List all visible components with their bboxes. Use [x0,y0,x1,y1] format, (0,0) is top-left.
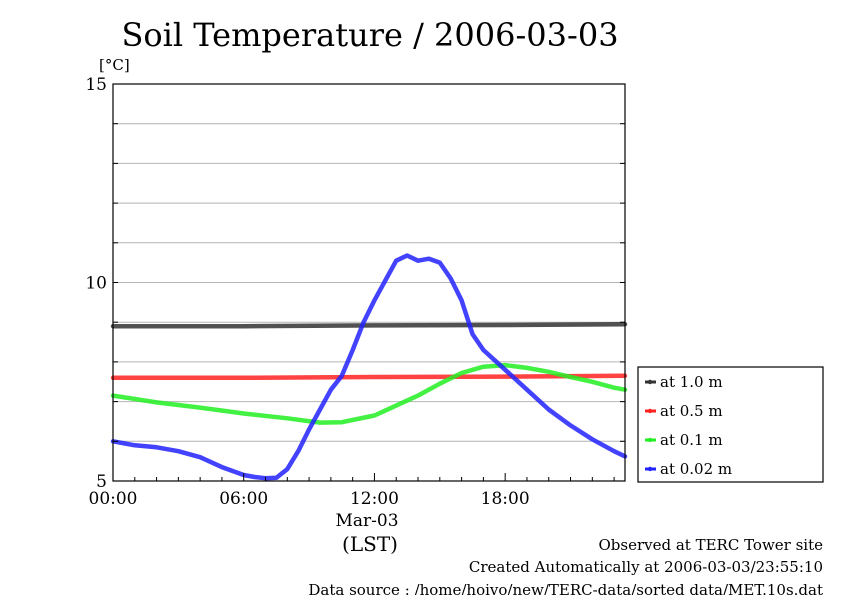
x-axis-label: (LST) [342,532,398,556]
x-tick-label: 18:00 [481,489,530,509]
x-tick-label: 12:00 [350,489,399,509]
legend-marker [647,379,653,385]
y-axis-unit-label: [°C] [99,56,130,74]
legend-label: at 0.1 m [660,431,723,449]
x-date-label: Mar-03 [335,511,398,531]
series-line [110,253,628,481]
series-line [110,373,628,381]
legend-marker [647,466,653,472]
series-line [110,362,628,425]
chart-title: Soil Temperature / 2006-03-03 [121,16,618,54]
legend-label: at 0.5 m [660,402,723,420]
y-tick-label: 10 [85,274,107,294]
legend: at 1.0 m at 0.5 m at 0.1 m at 0.02 m [637,366,824,483]
legend-marker [647,437,653,443]
x-axis-ticks: 00:00 06:00 12:00 18:00 [89,473,615,509]
series-layer [110,253,628,481]
footer-created-at: Created Automatically at 2006-03-03/23:5… [469,558,823,576]
footer-observed-at: Observed at TERC Tower site [598,536,823,554]
y-tick-label: 15 [85,75,107,95]
footer-data-source: Data source : /home/hoivo/new/TERC-data/… [308,581,823,595]
legend-box [637,366,824,483]
y-axis-ticks: 15 10 5 [85,75,625,492]
y-tick-label: 5 [96,472,107,492]
grid-lines [113,123,625,442]
legend-marker [647,408,653,414]
x-tick-label: 06:00 [219,489,268,509]
legend-label: at 1.0 m [660,373,723,391]
x-tick-label: 00:00 [89,489,138,509]
series-line [110,321,628,329]
legend-label: at 0.02 m [660,460,732,478]
